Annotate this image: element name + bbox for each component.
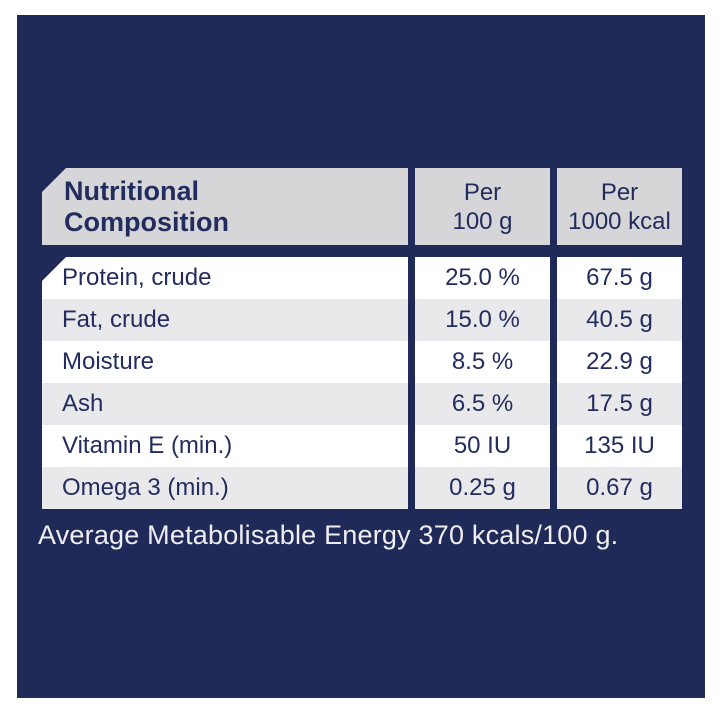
row-label: Omega 3 (min.): [42, 467, 408, 509]
row-value-per-100g: 6.5 %: [415, 383, 550, 425]
row-label: Vitamin E (min.): [42, 425, 408, 467]
row-value-per-100g: 0.25 g: [415, 467, 550, 509]
row-label: Moisture: [42, 341, 408, 383]
table-row-moisture: Moisture 8.5 % 22.9 g: [42, 341, 682, 383]
row-value-per-1000kcal: 40.5 g: [557, 299, 682, 341]
row-label: Fat, crude: [42, 299, 408, 341]
row-label: Protein, crude: [42, 257, 408, 299]
nutritional-composition-table: Nutritional Composition Per 100 g Per 10…: [42, 168, 682, 509]
row-value-per-100g: 15.0 %: [415, 299, 550, 341]
row-value-per-1000kcal: 67.5 g: [557, 257, 682, 299]
table-title: Nutritional Composition: [42, 168, 408, 245]
navy-label-panel: Nutritional Composition Per 100 g Per 10…: [17, 15, 705, 698]
metabolisable-energy-note: Average Metabolisable Energy 370 kcals/1…: [38, 520, 619, 550]
row-value-per-1000kcal: 22.9 g: [557, 341, 682, 383]
row-value-per-100g: 50 IU: [415, 425, 550, 467]
table-row-vitamin-e: Vitamin E (min.) 50 IU 135 IU: [42, 425, 682, 467]
column-header-per-1000kcal: Per 1000 kcal: [557, 168, 682, 245]
table-row-protein: Protein, crude 25.0 % 67.5 g: [42, 257, 682, 299]
row-value-per-100g: 8.5 %: [415, 341, 550, 383]
table-row-ash: Ash 6.5 % 17.5 g: [42, 383, 682, 425]
column-header-per-100g: Per 100 g: [415, 168, 550, 245]
table-row-fat: Fat, crude 15.0 % 40.5 g: [42, 299, 682, 341]
row-value-per-1000kcal: 135 IU: [557, 425, 682, 467]
table-header-row: Nutritional Composition Per 100 g Per 10…: [42, 168, 682, 245]
row-value-per-1000kcal: 17.5 g: [557, 383, 682, 425]
row-value-per-100g: 25.0 %: [415, 257, 550, 299]
row-label: Ash: [42, 383, 408, 425]
row-value-per-1000kcal: 0.67 g: [557, 467, 682, 509]
table-row-omega-3: Omega 3 (min.) 0.25 g 0.67 g: [42, 467, 682, 509]
